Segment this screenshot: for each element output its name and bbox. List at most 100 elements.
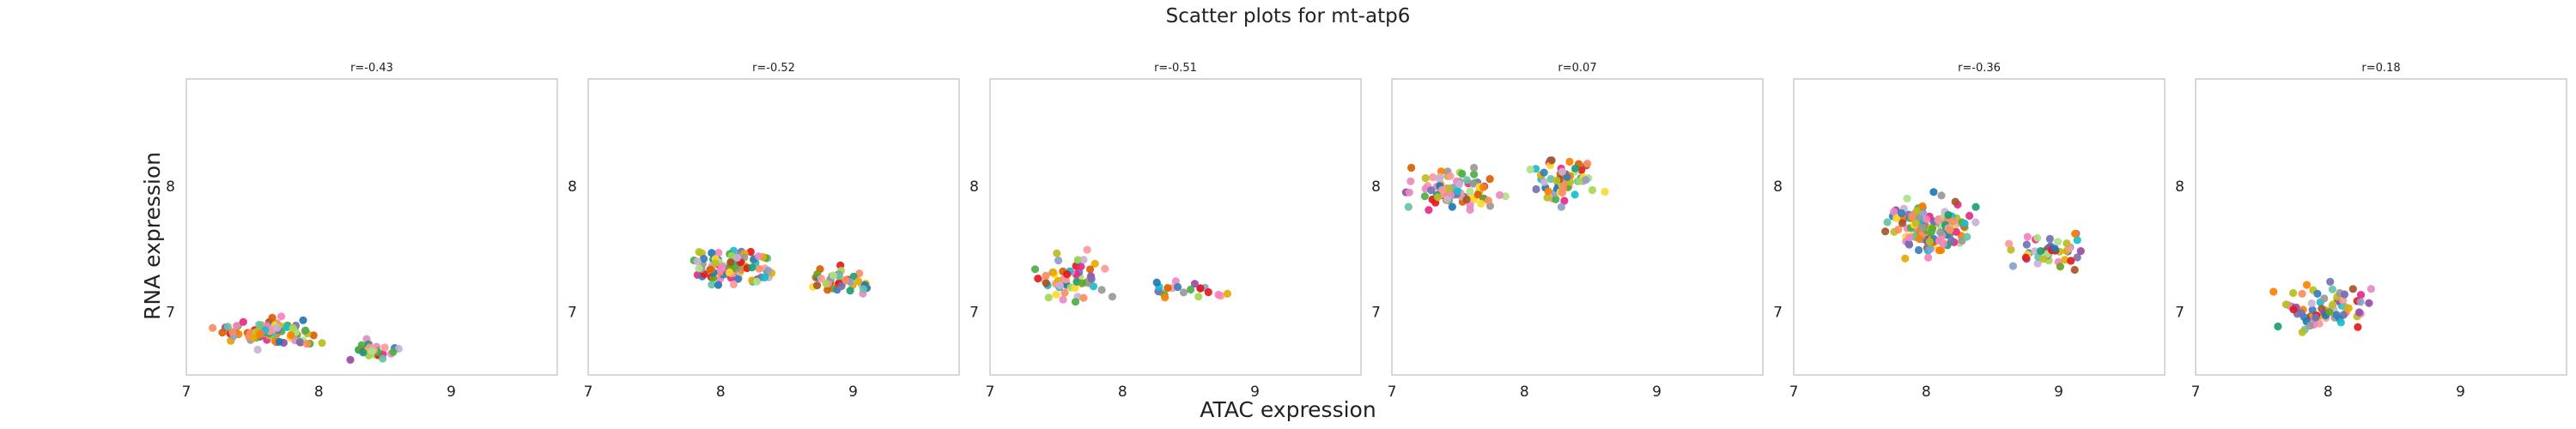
scatter-point xyxy=(1042,279,1050,287)
scatter-point xyxy=(1161,293,1170,302)
scatter-point xyxy=(1214,290,1223,299)
scatter-point xyxy=(299,316,307,324)
scatter-point xyxy=(2021,253,2030,262)
scatter-point xyxy=(1893,214,1901,222)
scatter-point xyxy=(2344,304,2353,312)
scatter-point xyxy=(1421,174,1430,183)
scatter-point xyxy=(1187,285,1195,294)
scatter-point xyxy=(1547,156,1556,165)
scatter-point xyxy=(1466,187,1474,196)
scatter-point xyxy=(2281,300,2290,309)
scatter-point xyxy=(2356,291,2366,299)
scatter-point xyxy=(1485,175,1494,184)
scatter-point xyxy=(729,280,738,289)
x-tick-label: 7 xyxy=(1388,384,1397,401)
scatter-point xyxy=(1936,246,1946,255)
scatter-point xyxy=(1552,176,1561,184)
scatter-point xyxy=(1588,185,1596,195)
y-tick-label: 7 xyxy=(166,305,175,322)
scatter-point xyxy=(726,258,735,267)
scatter-point xyxy=(1436,172,1444,181)
x-tick-label: 7 xyxy=(182,384,191,401)
scatter-point xyxy=(1174,282,1182,292)
scatter-point xyxy=(2039,255,2048,263)
scatter-point xyxy=(1939,239,1947,248)
y-tick-label: 7 xyxy=(1773,305,1783,322)
scatter-point xyxy=(228,328,237,336)
scatter-point xyxy=(1934,215,1942,225)
scatter-point xyxy=(1915,234,1923,244)
scatter-point xyxy=(817,275,826,283)
scatter-point xyxy=(1558,188,1566,197)
x-tick-label: 9 xyxy=(1250,384,1260,401)
scatter-point xyxy=(1944,210,1953,220)
x-tick-label: 9 xyxy=(2456,384,2465,401)
y-tick-label: 8 xyxy=(166,178,175,196)
scatter-point xyxy=(1898,219,1906,227)
plot-frame xyxy=(1391,78,1764,376)
scatter-point xyxy=(1951,197,1959,206)
scatter-point xyxy=(1571,164,1580,172)
scatter-points xyxy=(690,246,872,298)
scatter-point xyxy=(1901,254,1910,263)
scatter-point xyxy=(2339,296,2348,305)
scatter-point xyxy=(2328,285,2336,293)
scatter-point xyxy=(1458,169,1467,178)
scatter-point xyxy=(1558,167,1566,176)
scatter-point xyxy=(2336,318,2345,327)
x-tick-label: 7 xyxy=(2191,384,2201,401)
scatter-point xyxy=(1152,278,1161,287)
y-axis-label: RNA expression xyxy=(140,152,165,320)
scatter-point xyxy=(1495,190,1504,199)
x-tick-label: 7 xyxy=(986,384,995,401)
x-tick-label: 8 xyxy=(716,384,726,401)
scatter-point xyxy=(1437,185,1447,194)
scatter-point xyxy=(302,340,311,348)
scatter-point xyxy=(1407,163,1416,172)
scatter-point xyxy=(2269,287,2278,296)
y-tick-label: 7 xyxy=(2175,305,2184,322)
scatter-point xyxy=(1560,196,1569,205)
scatter-point xyxy=(1897,208,1906,218)
scatter-point xyxy=(1454,186,1462,196)
scatter-point xyxy=(753,277,762,286)
scatter-panel-3: r=-0.51 7 8 9 7 8 xyxy=(969,62,1362,401)
scatter-points xyxy=(209,312,403,364)
scatter-point xyxy=(1086,265,1095,274)
scatter-point xyxy=(1194,293,1203,301)
scatter-point xyxy=(1425,206,1433,214)
y-tick-label: 8 xyxy=(1371,178,1381,196)
scatter-point xyxy=(2326,277,2335,286)
scatter-point xyxy=(1427,186,1436,195)
scatter-point xyxy=(1565,157,1574,166)
scatter-point xyxy=(209,323,217,332)
scatter-point xyxy=(2307,299,2316,308)
scatter-point xyxy=(708,281,716,289)
scatter-point xyxy=(2365,299,2373,307)
scatter-point xyxy=(822,279,830,288)
scatter-point xyxy=(1444,184,1453,193)
scatter-point xyxy=(1433,193,1443,202)
scatter-point xyxy=(823,286,832,294)
scatter-point xyxy=(1601,187,1609,196)
y-tick-label: 7 xyxy=(1371,305,1381,322)
scatter-point xyxy=(2348,285,2357,293)
plot-frame xyxy=(587,78,960,376)
scatter-point xyxy=(1926,245,1935,253)
scatter-point xyxy=(1571,190,1579,199)
scatter-point xyxy=(2073,236,2081,245)
scatter-point xyxy=(1059,295,1067,304)
scatter-point xyxy=(733,253,742,262)
scatter-point xyxy=(714,281,723,289)
y-tick-label: 8 xyxy=(1773,178,1783,196)
scatter-point xyxy=(2354,308,2364,317)
scatter-point xyxy=(1903,194,1911,202)
scatter-point xyxy=(389,347,398,356)
x-tick-label: 8 xyxy=(2324,384,2333,401)
scatter-point xyxy=(233,322,241,330)
scatter-point xyxy=(2007,245,2015,254)
panel-title: r=-0.52 xyxy=(752,62,795,75)
scatter-point xyxy=(1914,245,1923,255)
scatter-point xyxy=(1894,225,1903,234)
